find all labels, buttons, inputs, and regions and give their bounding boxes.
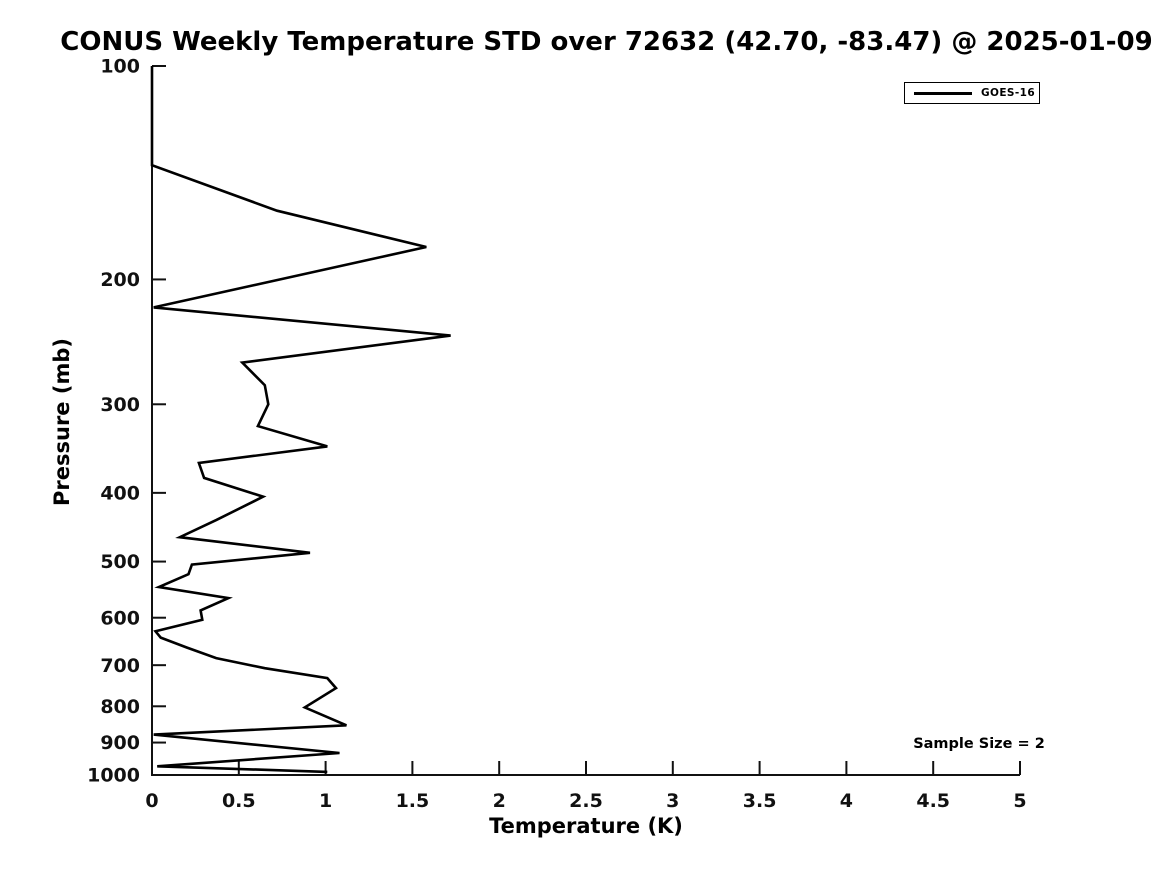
x-tick-label: 4 <box>840 790 853 812</box>
y-tick-label: 800 <box>100 696 140 718</box>
y-tick-label: 900 <box>100 732 140 754</box>
x-tick-label: 2.5 <box>569 790 603 812</box>
x-tick-label: 0.5 <box>222 790 256 812</box>
x-tick-label: 1.5 <box>396 790 430 812</box>
x-tick-label: 5 <box>1013 790 1026 812</box>
goes16-line <box>150 66 451 774</box>
x-tick-label: 4.5 <box>916 790 950 812</box>
x-tick-label: 3.5 <box>743 790 777 812</box>
axes-spines <box>151 66 1020 776</box>
x-tick-label: 3 <box>666 790 679 812</box>
y-tick-label: 200 <box>100 269 140 291</box>
y-tick-label: 100 <box>100 56 140 78</box>
legend-label: GOES-16 <box>981 87 1036 99</box>
y-tick-label: 500 <box>100 551 140 573</box>
y-tick-label: 600 <box>100 607 140 629</box>
legend-line-swatch-icon <box>914 91 972 95</box>
y-tick-label: 1000 <box>87 765 140 787</box>
legend: GOES-16 <box>904 82 1040 104</box>
x-tick-label: 2 <box>493 790 506 812</box>
x-tick-label: 1 <box>319 790 332 812</box>
y-tick-label: 700 <box>100 655 140 677</box>
y-tick-label: 300 <box>100 394 140 416</box>
x-tick-label: 0 <box>145 790 158 812</box>
x-axis-label: Temperature (K) <box>489 814 683 838</box>
sample-size-annotation: Sample Size = 2 <box>913 736 1045 752</box>
chart-title: CONUS Weekly Temperature STD over 72632 … <box>60 27 1153 57</box>
y-tick-label: 400 <box>100 483 140 505</box>
